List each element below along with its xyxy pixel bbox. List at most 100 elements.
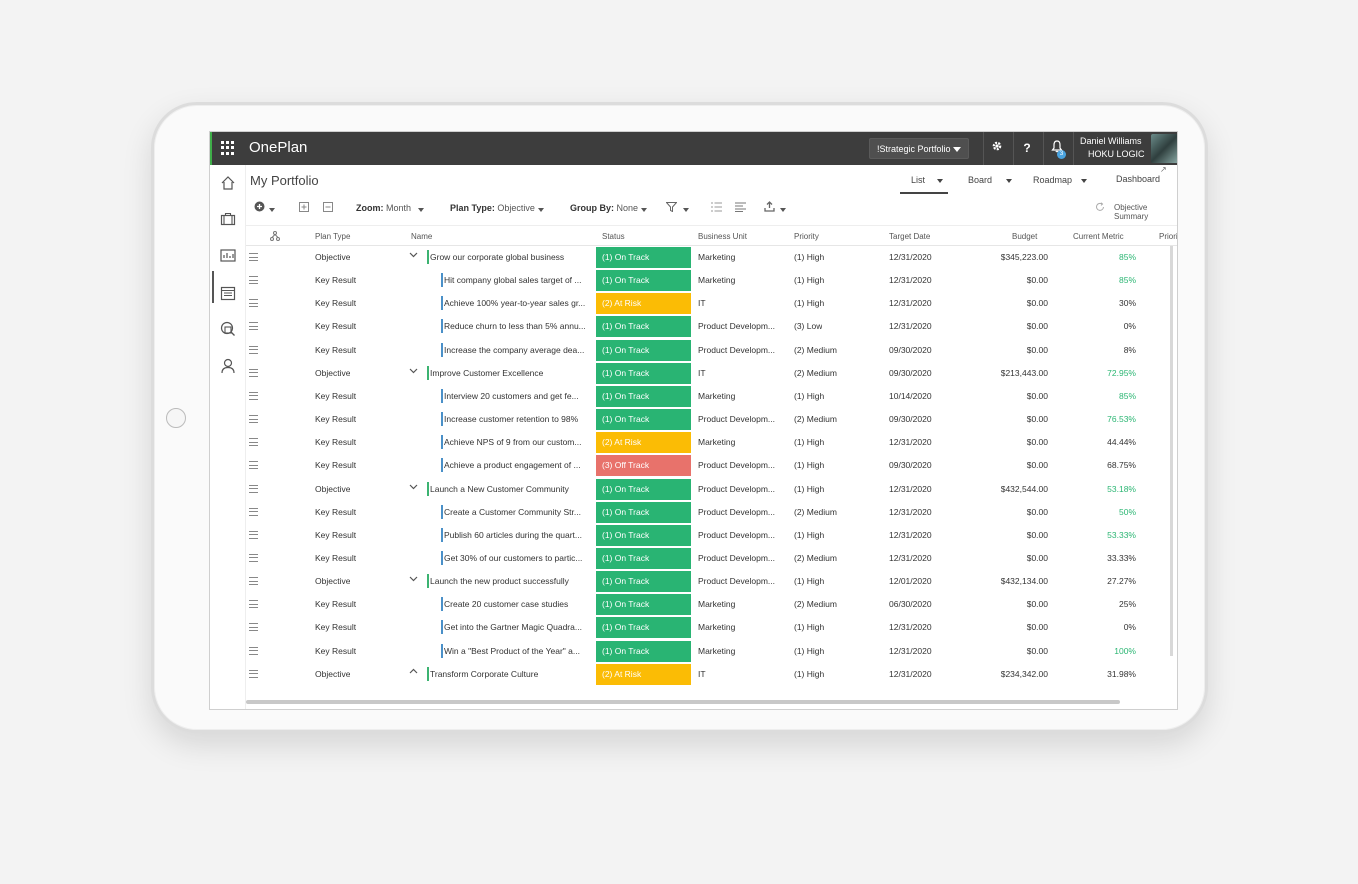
cell-name[interactable]: Publish 60 articles during the quart... (444, 529, 582, 540)
chevron-up-icon[interactable] (409, 667, 418, 678)
table-row[interactable]: Objective Grow our corporate global busin… (246, 246, 1177, 269)
chevron-down-icon[interactable] (409, 366, 418, 377)
cell-name[interactable]: Create a Customer Community Str... (444, 506, 581, 517)
table-row[interactable]: Key Result Create 20 customer case studie… (246, 593, 1177, 616)
table-row[interactable]: Objective Improve Customer Excellence (1) … (246, 362, 1177, 385)
drag-handle-icon[interactable] (249, 345, 258, 354)
chevron-down-icon[interactable] (269, 208, 275, 212)
report-icon[interactable] (219, 247, 237, 265)
column-header-plan-type[interactable]: Plan Type (315, 232, 351, 241)
table-row[interactable]: Objective Launch a New Customer Community… (246, 478, 1177, 501)
table-row[interactable]: Key Result Win a "Best Product of the Yea… (246, 640, 1177, 663)
hierarchy-icon[interactable] (270, 231, 280, 243)
chevron-down-icon[interactable] (683, 208, 689, 212)
cell-name[interactable]: Win a "Best Product of the Year" a... (444, 645, 580, 656)
drag-handle-icon[interactable] (249, 299, 258, 308)
objective-summary-link[interactable]: Objective Summary (1114, 203, 1149, 221)
table-row[interactable]: Key Result Hit company global sales targe… (246, 269, 1177, 292)
help-icon[interactable]: ? (1023, 141, 1031, 155)
table-row[interactable]: Objective Launch the new product successf… (246, 570, 1177, 593)
table-row[interactable]: Objective Transform Corporate Culture (2) … (246, 663, 1177, 686)
table-row[interactable]: Key Result Create a Customer Community St… (246, 501, 1177, 524)
drag-handle-icon[interactable] (249, 553, 258, 562)
view-tab-list[interactable]: List (911, 175, 926, 185)
gear-icon[interactable] (989, 140, 1005, 156)
cell-name[interactable]: Get into the Gartner Magic Quadra... (444, 622, 582, 633)
user-name[interactable]: Daniel Williams (1080, 136, 1142, 146)
view-tab-dashboard[interactable]: Dashboard (1116, 174, 1161, 184)
cell-name[interactable]: Achieve NPS of 9 from our custom... (444, 437, 582, 448)
cell-name[interactable]: Grow our corporate global business (430, 252, 565, 262)
avatar[interactable] (1151, 134, 1177, 163)
drag-handle-icon[interactable] (249, 438, 258, 447)
table-row[interactable]: Key Result Achieve NPS of 9 from our cust… (246, 431, 1177, 454)
group-by-dropdown[interactable]: Group By: None (570, 203, 638, 213)
cell-name[interactable]: Get 30% of our customers to partic... (444, 552, 583, 563)
drag-handle-icon[interactable] (249, 276, 258, 285)
cell-name[interactable]: Achieve 100% year-to-year sales gr... (444, 298, 586, 309)
cell-name[interactable]: Increase the company average dea... (444, 344, 585, 355)
horizontal-scrollbar[interactable] (246, 700, 1120, 704)
cell-name[interactable]: Create 20 customer case studies (444, 599, 569, 610)
cell-name[interactable]: Increase customer retention to 98% (444, 414, 579, 425)
table-row[interactable]: Key Result Interview 20 customers and get… (246, 385, 1177, 408)
export-icon[interactable] (764, 201, 775, 214)
cell-name[interactable]: Improve Customer Excellence (430, 367, 544, 378)
chevron-down-icon[interactable] (409, 250, 418, 261)
view-tab-board[interactable]: Board (968, 175, 993, 185)
table-row[interactable]: Key Result Publish 60 articles during the… (246, 524, 1177, 547)
briefcase-icon[interactable] (219, 210, 237, 228)
column-header-target-date[interactable]: Target Date (889, 232, 931, 241)
drag-handle-icon[interactable] (249, 461, 258, 470)
drag-handle-icon[interactable] (249, 391, 258, 400)
table-row[interactable]: Key Result Reduce churn to less than 5% a… (246, 315, 1177, 338)
column-header-priority-2[interactable]: Priorit (1159, 232, 1178, 241)
cell-name[interactable]: Launch a New Customer Community (430, 483, 569, 494)
drag-handle-icon[interactable] (249, 577, 258, 586)
expand-all-icon[interactable] (299, 202, 309, 214)
column-header-budget[interactable]: Budget (1012, 232, 1038, 241)
drag-handle-icon[interactable] (249, 322, 258, 331)
table-row[interactable]: Key Result Get 30% of our customers to pa… (246, 547, 1177, 570)
table-row[interactable]: Key Result Increase customer retention to… (246, 408, 1177, 431)
chevron-down-icon[interactable] (538, 208, 544, 212)
list-view-icon[interactable] (711, 202, 722, 214)
cell-name[interactable]: Transform Corporate Culture (430, 668, 539, 679)
drag-handle-icon[interactable] (249, 507, 258, 516)
drag-handle-icon[interactable] (249, 530, 258, 539)
user-icon[interactable] (219, 357, 237, 375)
align-icon[interactable] (735, 202, 746, 214)
view-tab-roadmap[interactable]: Roadmap (1033, 175, 1073, 185)
drag-handle-icon[interactable] (249, 368, 258, 377)
app-launcher-icon[interactable] (221, 141, 235, 155)
column-header-status[interactable]: Status (602, 232, 625, 241)
column-header-priority[interactable]: Priority (794, 232, 819, 241)
table-row[interactable]: Key Result Increase the company average d… (246, 339, 1177, 362)
plan-type-dropdown[interactable]: Plan Type: Objective (450, 203, 535, 213)
cell-name[interactable]: Reduce churn to less than 5% annu... (444, 321, 586, 332)
chevron-down-icon[interactable] (418, 208, 424, 212)
drag-handle-icon[interactable] (249, 646, 258, 655)
chevron-down-icon[interactable] (409, 574, 418, 585)
table-row[interactable]: Key Result Get into the Gartner Magic Qua… (246, 616, 1177, 639)
column-header-business-unit[interactable]: Business Unit (698, 232, 747, 241)
calendar-icon[interactable] (219, 284, 237, 302)
table-row[interactable]: Key Result Achieve a product engagement o… (246, 454, 1177, 477)
cell-name[interactable]: Interview 20 customers and get fe... (444, 390, 579, 401)
chevron-down-icon[interactable] (641, 208, 647, 212)
column-header-name[interactable]: Name (411, 232, 433, 241)
tablet-home-button[interactable] (166, 408, 186, 428)
drag-handle-icon[interactable] (249, 253, 258, 261)
chevron-down-icon[interactable] (780, 208, 786, 212)
chevron-down-icon[interactable] (1081, 179, 1087, 183)
chevron-down-icon[interactable] (409, 482, 418, 493)
chevron-down-icon[interactable] (937, 179, 943, 183)
drag-handle-icon[interactable] (249, 600, 258, 609)
drag-handle-icon[interactable] (249, 623, 258, 632)
drag-handle-icon[interactable] (249, 669, 258, 678)
zoom-dropdown[interactable]: Zoom: Month (356, 203, 411, 213)
search-resource-icon[interactable] (219, 320, 237, 338)
vertical-scrollbar[interactable] (1170, 246, 1173, 656)
refresh-icon[interactable] (1095, 202, 1105, 214)
chevron-down-icon[interactable] (1006, 179, 1012, 183)
